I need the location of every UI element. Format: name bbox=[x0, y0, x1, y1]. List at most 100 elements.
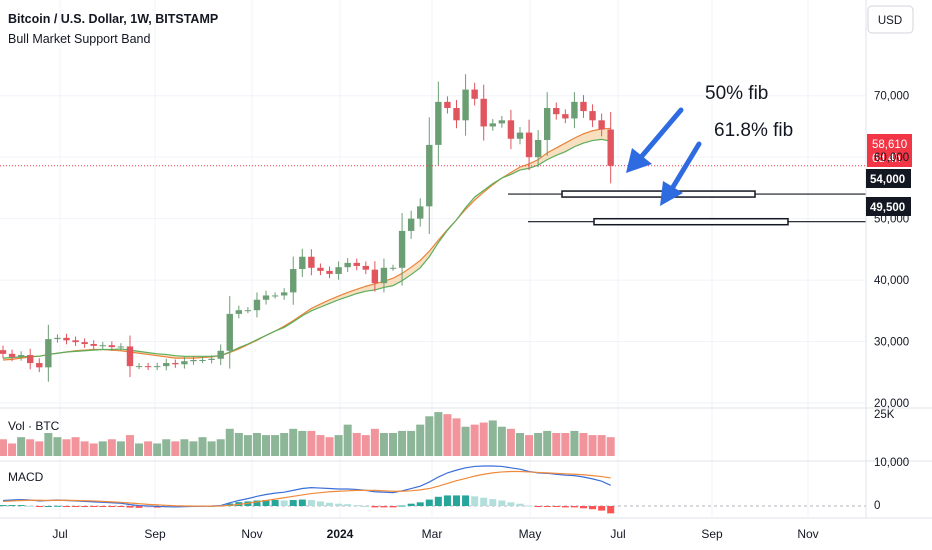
volume-bar bbox=[125, 435, 134, 456]
volume-bar bbox=[416, 424, 425, 456]
candle-body bbox=[181, 361, 188, 365]
candle-body bbox=[353, 262, 360, 266]
macd-histogram-bar bbox=[0, 505, 7, 507]
candle-body bbox=[489, 123, 496, 127]
volume-bar bbox=[470, 424, 479, 456]
volume-bar bbox=[579, 433, 588, 456]
candle-body bbox=[280, 292, 288, 296]
candle-body bbox=[471, 89, 478, 99]
macd-histogram-bar bbox=[525, 505, 533, 507]
candle-body bbox=[244, 310, 252, 312]
level-tag-49500: 49,500 bbox=[866, 197, 911, 216]
macd-pane bbox=[0, 465, 866, 514]
candle-body bbox=[580, 101, 587, 112]
macd-histogram-bar bbox=[8, 505, 16, 507]
currency-button[interactable]: USD bbox=[867, 5, 914, 34]
candle-body bbox=[398, 230, 406, 268]
level-tag-54000: 54,000 bbox=[866, 169, 911, 188]
y-tick-label: 50,000 bbox=[874, 214, 909, 226]
x-tick-label: Nov bbox=[797, 527, 818, 541]
volume-bar bbox=[153, 443, 162, 456]
volume-bar bbox=[80, 441, 89, 456]
candles bbox=[0, 74, 614, 382]
volume-bar bbox=[570, 430, 579, 456]
price-axis[interactable]: 20,000 30,000 40,000 50,000 60,000 70,000 bbox=[874, 91, 909, 410]
macd-histogram-bar bbox=[335, 503, 343, 506]
y-tick-label: 30,000 bbox=[874, 337, 909, 349]
volume-bar bbox=[352, 433, 361, 456]
candle-body bbox=[90, 344, 97, 346]
candle-body bbox=[81, 342, 88, 345]
macd-histogram-bar bbox=[326, 502, 334, 506]
macd-histogram-bar bbox=[498, 500, 506, 506]
volume-bar bbox=[561, 433, 570, 456]
x-tick-label: May bbox=[519, 527, 542, 541]
candle-body bbox=[598, 120, 605, 130]
x-tick-label: Sep bbox=[701, 527, 723, 541]
candle-body bbox=[271, 295, 279, 297]
candle-body bbox=[163, 363, 170, 367]
candle-body bbox=[45, 339, 52, 368]
macd-histogram-bar bbox=[353, 505, 361, 507]
candle-body bbox=[117, 346, 125, 348]
x-tick-label: 2024 bbox=[327, 527, 354, 541]
volume-bar bbox=[479, 422, 488, 456]
candle-body bbox=[144, 366, 152, 368]
last-price-value: 58,610 bbox=[872, 139, 907, 151]
candle-body bbox=[371, 269, 379, 284]
candle-body bbox=[208, 358, 215, 360]
macd-histogram-bar bbox=[425, 499, 433, 506]
candle-body bbox=[99, 345, 106, 347]
volume-bar bbox=[271, 435, 280, 456]
candle-body bbox=[562, 114, 569, 119]
candle-body bbox=[525, 132, 533, 158]
candle-body bbox=[453, 108, 460, 121]
volume-bar bbox=[207, 441, 216, 456]
volume-bar bbox=[35, 441, 44, 456]
candle-body bbox=[235, 310, 243, 314]
time-axis[interactable]: Jul Sep Nov 2024 Mar May Jul Sep Nov bbox=[52, 527, 818, 541]
candle-body bbox=[199, 359, 206, 361]
macd-histogram-bar bbox=[598, 506, 606, 511]
currency-label[interactable]: USD bbox=[878, 15, 902, 27]
candle-body bbox=[589, 111, 596, 121]
volume-bar bbox=[552, 433, 561, 456]
candle-body bbox=[63, 337, 70, 341]
macd-histogram-bar bbox=[380, 506, 388, 508]
candle-body bbox=[507, 120, 515, 139]
candle-body bbox=[498, 120, 506, 124]
last-price-tag: 58,610 6d 4h bbox=[867, 134, 912, 167]
volume-bar bbox=[525, 435, 534, 456]
volume-bar bbox=[8, 443, 17, 456]
volume-bar bbox=[180, 439, 189, 456]
candle-body bbox=[262, 295, 270, 300]
candle-body bbox=[571, 101, 578, 119]
macd-histogram-bar bbox=[35, 506, 43, 507]
macd-histogram-bar bbox=[344, 504, 352, 506]
candle-body bbox=[17, 355, 25, 357]
macd-histogram-bar bbox=[307, 500, 315, 506]
candle-body bbox=[72, 340, 79, 343]
volume-bar bbox=[89, 443, 98, 456]
y-tick-label: 40,000 bbox=[874, 275, 909, 287]
level-box-49500 bbox=[593, 217, 789, 226]
macd-histogram-bar bbox=[289, 500, 297, 506]
candle-body bbox=[534, 139, 542, 158]
volume-bar bbox=[289, 428, 298, 456]
volume-bar bbox=[515, 433, 524, 456]
candle-body bbox=[27, 355, 34, 364]
macd-histogram-bar bbox=[471, 496, 479, 506]
macd-histogram-bar bbox=[144, 506, 152, 508]
volume-bar bbox=[62, 439, 71, 456]
volume-bar bbox=[334, 435, 343, 456]
macd-histogram-bar bbox=[126, 506, 134, 508]
y-tick-label: 60,000 bbox=[874, 152, 909, 164]
candle-body bbox=[308, 256, 315, 268]
volume-bar bbox=[216, 439, 225, 456]
macd-histogram-bar bbox=[489, 499, 497, 506]
candle-body bbox=[36, 363, 43, 368]
volume-bar bbox=[543, 430, 552, 456]
ema-line bbox=[2, 138, 611, 359]
macd-histogram-bar bbox=[135, 506, 143, 508]
